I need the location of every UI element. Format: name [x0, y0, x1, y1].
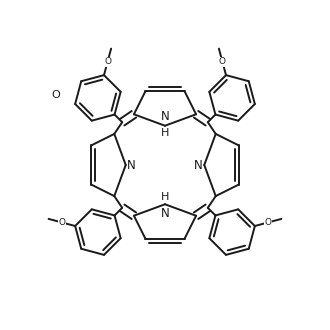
Text: N: N: [161, 207, 169, 220]
Text: N: N: [161, 110, 169, 123]
Text: O: O: [104, 57, 111, 66]
Text: N: N: [127, 158, 136, 172]
Text: N: N: [194, 158, 203, 172]
Text: H: H: [161, 128, 169, 138]
Text: O: O: [51, 90, 60, 100]
Text: O: O: [58, 218, 65, 227]
Text: O: O: [265, 218, 272, 227]
Text: O: O: [219, 57, 226, 66]
Text: H: H: [161, 192, 169, 202]
